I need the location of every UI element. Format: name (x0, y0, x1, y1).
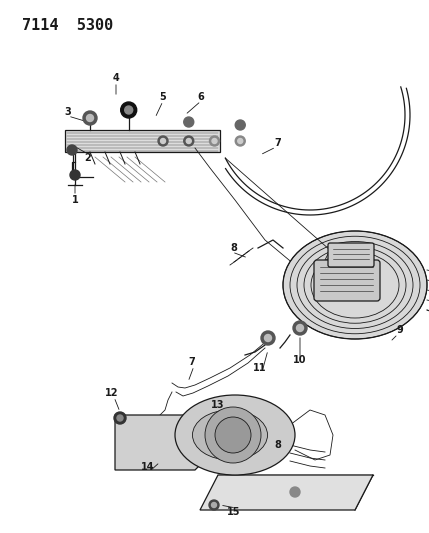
Text: 11: 11 (253, 363, 267, 373)
Text: 12: 12 (105, 388, 119, 398)
Circle shape (235, 136, 245, 146)
Text: 4: 4 (113, 73, 119, 83)
Polygon shape (200, 475, 373, 510)
Circle shape (160, 139, 166, 143)
Text: 3: 3 (65, 107, 71, 117)
FancyBboxPatch shape (314, 260, 380, 301)
Circle shape (184, 117, 194, 127)
Circle shape (205, 407, 261, 463)
FancyBboxPatch shape (328, 243, 374, 267)
Circle shape (212, 139, 217, 143)
Circle shape (186, 139, 191, 143)
Ellipse shape (193, 410, 268, 460)
Circle shape (158, 136, 168, 146)
Circle shape (70, 170, 80, 180)
Circle shape (67, 145, 77, 155)
Text: 14: 14 (141, 462, 155, 472)
Circle shape (215, 417, 251, 453)
Circle shape (235, 120, 245, 130)
Ellipse shape (283, 231, 427, 339)
Circle shape (184, 136, 194, 146)
Text: 7114  5300: 7114 5300 (22, 18, 113, 33)
Text: 13: 13 (211, 400, 225, 410)
Circle shape (238, 139, 243, 143)
Polygon shape (115, 415, 210, 470)
Circle shape (83, 111, 97, 125)
Circle shape (261, 331, 275, 345)
Circle shape (121, 102, 137, 118)
Text: 7: 7 (275, 138, 281, 148)
Text: 7: 7 (189, 357, 195, 367)
Text: 9: 9 (397, 325, 403, 335)
Circle shape (209, 136, 220, 146)
Circle shape (125, 106, 133, 114)
Text: 8: 8 (275, 440, 281, 450)
FancyBboxPatch shape (65, 130, 220, 152)
Circle shape (211, 503, 217, 507)
Circle shape (114, 412, 126, 424)
Circle shape (87, 115, 94, 122)
Text: 2: 2 (85, 153, 91, 163)
Circle shape (117, 415, 123, 421)
Circle shape (265, 335, 272, 342)
Text: 6: 6 (198, 92, 204, 102)
Circle shape (209, 500, 219, 510)
Text: 8: 8 (230, 243, 237, 253)
Text: 10: 10 (293, 355, 307, 365)
Text: 15: 15 (227, 507, 241, 517)
Text: 5: 5 (160, 92, 166, 102)
Text: 1: 1 (72, 195, 79, 205)
Circle shape (296, 325, 303, 332)
Circle shape (293, 321, 307, 335)
Circle shape (290, 487, 300, 497)
Ellipse shape (175, 395, 295, 475)
